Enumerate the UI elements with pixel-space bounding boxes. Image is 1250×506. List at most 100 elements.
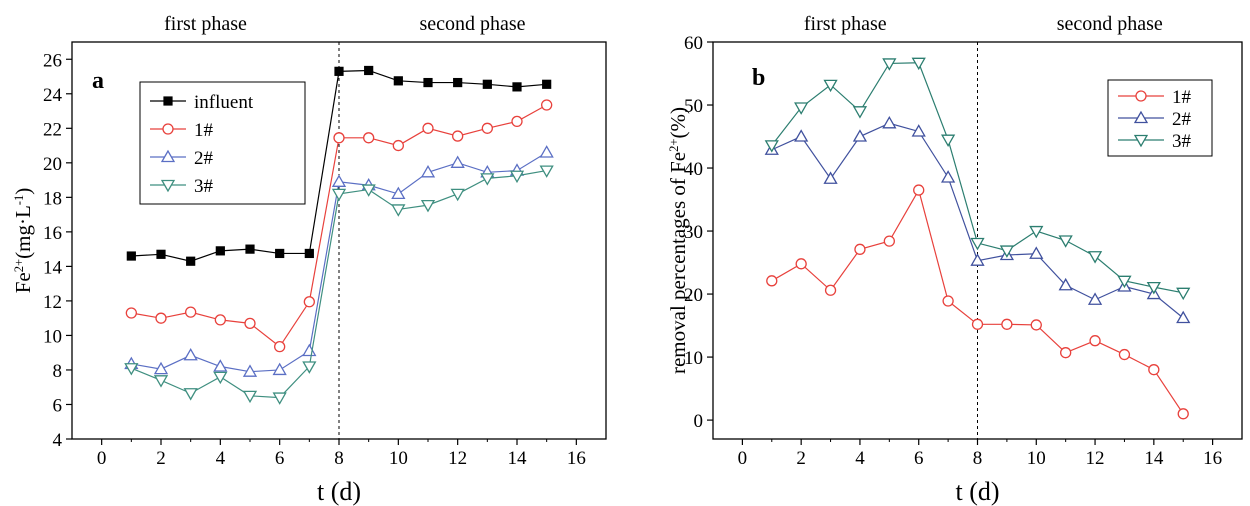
legend-marker-2# bbox=[160, 149, 176, 163]
panel-label: a bbox=[92, 68, 104, 94]
legend-marker-1# bbox=[162, 123, 174, 135]
x-tick-label: 0 bbox=[738, 448, 748, 469]
phase-label-first: first phase bbox=[164, 13, 247, 35]
data-point-1# bbox=[1177, 408, 1189, 420]
data-point-influent bbox=[542, 79, 552, 89]
data-point-2# bbox=[882, 115, 897, 129]
data-point-influent bbox=[215, 246, 225, 256]
data-point-2# bbox=[1176, 310, 1191, 324]
data-point-influent bbox=[186, 256, 196, 266]
y-tick-label: 0 bbox=[694, 411, 704, 432]
data-point-3# bbox=[882, 58, 897, 71]
data-point-3# bbox=[1087, 251, 1103, 264]
data-point-3# bbox=[272, 392, 287, 405]
data-point-influent bbox=[126, 251, 136, 261]
x-tick-label: 10 bbox=[389, 448, 408, 469]
data-point-1# bbox=[1118, 348, 1131, 361]
data-point-2# bbox=[911, 124, 926, 137]
y-axis-label: Fe2+(mg·L-1) bbox=[11, 188, 35, 294]
data-point-1# bbox=[333, 132, 345, 144]
x-tick-label: 12 bbox=[1086, 448, 1105, 469]
x-tick-label: 6 bbox=[914, 448, 924, 469]
y-tick-label: 20 bbox=[684, 285, 703, 306]
data-point-3# bbox=[970, 237, 985, 251]
data-point-1# bbox=[244, 317, 256, 330]
data-point-1# bbox=[913, 184, 925, 196]
data-point-1# bbox=[971, 318, 984, 330]
data-point-3# bbox=[940, 134, 956, 147]
chart-panel-b: first phase second phase 0 2 4 6 8 10 12 14 16 0 10 2… bbox=[666, 13, 1243, 506]
data-point-3# bbox=[420, 199, 436, 213]
x-tick-label: 8 bbox=[334, 448, 344, 469]
data-point-3# bbox=[183, 388, 198, 401]
data-point-influent bbox=[334, 66, 344, 76]
y-tick-label: 6 bbox=[53, 395, 63, 416]
data-point-influent bbox=[364, 65, 374, 76]
data-point-1# bbox=[795, 258, 807, 270]
data-point-1# bbox=[422, 122, 434, 134]
y-tick-label: 60 bbox=[684, 33, 703, 54]
data-point-3# bbox=[509, 170, 525, 184]
legend-label-2#: 2# bbox=[194, 148, 214, 169]
x-tick-label: 6 bbox=[275, 448, 285, 469]
data-point-2# bbox=[272, 362, 287, 376]
data-point-influent bbox=[393, 76, 403, 86]
x-tick-label: 2 bbox=[156, 448, 166, 469]
x-tick-label: 12 bbox=[448, 448, 467, 469]
data-point-2# bbox=[391, 186, 406, 200]
data-point-2# bbox=[450, 155, 465, 168]
data-point-1# bbox=[1060, 347, 1072, 359]
x-tick-label: 16 bbox=[567, 448, 586, 469]
data-point-2# bbox=[1058, 277, 1073, 291]
data-point-1# bbox=[1030, 319, 1042, 331]
data-point-3# bbox=[911, 57, 926, 71]
data-point-1# bbox=[766, 275, 778, 287]
data-point-3# bbox=[1117, 275, 1132, 289]
y-tick-label: 4 bbox=[53, 430, 63, 451]
data-point-3# bbox=[361, 184, 376, 197]
data-point-1# bbox=[392, 139, 404, 152]
data-point-3# bbox=[1146, 281, 1161, 295]
x-tick-label: 16 bbox=[1203, 448, 1222, 469]
data-point-3# bbox=[1176, 287, 1191, 301]
data-point-2# bbox=[794, 129, 809, 142]
y-tick-label: 26 bbox=[43, 50, 62, 71]
y-tick-label: 24 bbox=[43, 85, 63, 106]
legend-label-1#: 1# bbox=[194, 120, 214, 141]
data-point-1# bbox=[214, 314, 226, 326]
x-tick-label: 14 bbox=[508, 448, 528, 469]
data-point-1# bbox=[452, 130, 464, 142]
data-point-2# bbox=[823, 171, 838, 184]
panel-label: b bbox=[752, 65, 765, 91]
y-tick-label: 8 bbox=[53, 361, 63, 382]
x-tick-label: 10 bbox=[1027, 448, 1046, 469]
data-point-2# bbox=[539, 145, 554, 158]
data-point-1# bbox=[1001, 318, 1013, 330]
data-point-3# bbox=[124, 363, 139, 376]
data-point-1# bbox=[155, 312, 167, 324]
legend-marker-1# bbox=[1135, 90, 1147, 102]
data-point-1# bbox=[854, 243, 866, 255]
data-point-1# bbox=[511, 115, 523, 128]
x-axis-label: t (d) bbox=[955, 477, 999, 506]
data-point-3# bbox=[391, 204, 406, 217]
data-point-1# bbox=[541, 99, 553, 111]
y-tick-label: 14 bbox=[43, 257, 63, 278]
legend-label-3#: 3# bbox=[1172, 131, 1192, 152]
data-point-3# bbox=[302, 361, 317, 374]
data-point-3# bbox=[539, 165, 554, 178]
data-point-2# bbox=[420, 165, 436, 178]
data-point-influent bbox=[275, 248, 285, 259]
legend-label-influent: influent bbox=[194, 92, 254, 113]
y-tick-label: 50 bbox=[684, 96, 703, 117]
x-axis-label: t (d) bbox=[317, 477, 361, 506]
data-point-3# bbox=[1058, 235, 1073, 248]
data-point-3# bbox=[242, 390, 258, 404]
data-point-2# bbox=[183, 347, 198, 361]
data-point-1# bbox=[1148, 364, 1160, 376]
data-point-2# bbox=[302, 343, 317, 357]
y-tick-label: 40 bbox=[684, 159, 703, 180]
data-point-1# bbox=[1089, 335, 1101, 347]
x-tick-label: 2 bbox=[796, 448, 806, 469]
data-point-1# bbox=[303, 296, 315, 308]
